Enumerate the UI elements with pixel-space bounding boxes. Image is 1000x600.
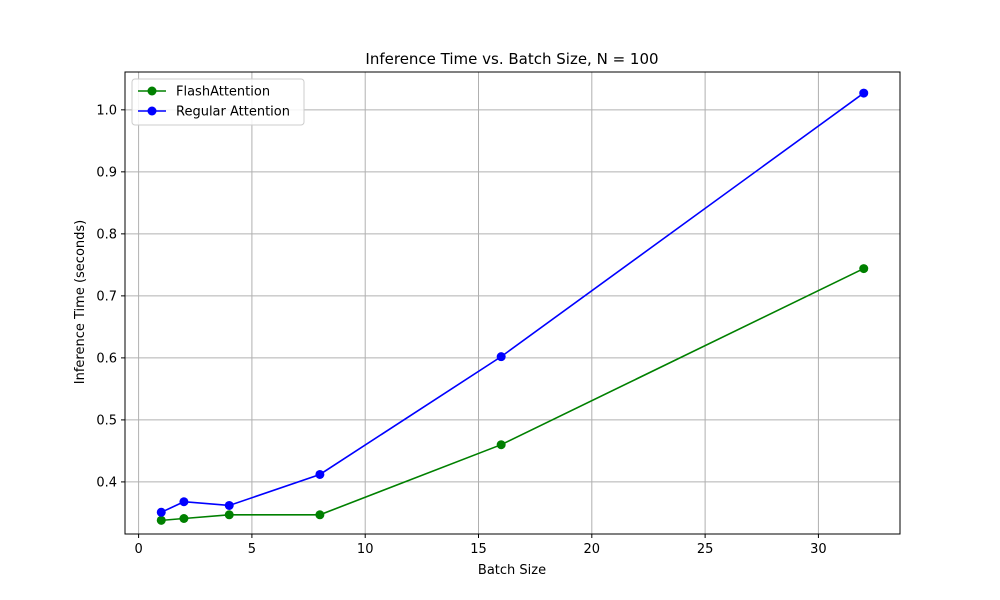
data-point: [315, 469, 325, 479]
series-layer: [156, 88, 869, 525]
legend: FlashAttention Regular Attention: [131, 78, 305, 126]
legend-label: Regular Attention: [176, 105, 290, 120]
x-tick-label: 15: [470, 542, 487, 557]
y-axis-label: Inference Time (seconds): [73, 220, 88, 384]
y-tick-label: 0.7: [96, 289, 117, 304]
data-point: [859, 88, 869, 98]
x-tick-label: 30: [810, 542, 827, 557]
y-tick-label: 0.9: [96, 165, 117, 180]
data-point: [156, 515, 166, 525]
data-point: [224, 500, 234, 510]
y-tick-label: 0.5: [96, 413, 117, 428]
plot-area-frame: [124, 71, 901, 535]
data-point: [224, 510, 234, 520]
axis-ticks: 0 5 10 15 20 25 30 0.4 0.5 0.6 0.7 0.8 0.9 1.0: [96, 103, 826, 557]
x-tick-label: 25: [697, 542, 714, 557]
data-point: [156, 507, 166, 517]
legend-label: FlashAttention: [176, 85, 270, 100]
x-tick-label: 0: [134, 542, 142, 557]
data-point: [315, 510, 325, 520]
series-line-0: [161, 267, 865, 522]
legend-box: [131, 78, 305, 126]
data-point: [859, 264, 869, 274]
y-tick-label: 0.6: [96, 351, 117, 366]
x-axis-label: Batch Size: [478, 563, 546, 578]
chart-title: Inference Time vs. Batch Size, N = 100: [365, 50, 658, 68]
x-tick-label: 20: [584, 542, 601, 557]
series-line-1: [160, 92, 865, 514]
y-tick-label: 0.8: [96, 227, 117, 242]
x-tick-label: 10: [357, 542, 374, 557]
legend-marker: [147, 86, 157, 96]
data-point: [179, 513, 189, 523]
x-tick-label: 5: [248, 542, 256, 557]
grid-lines: [125, 72, 900, 534]
y-tick-label: 0.4: [96, 475, 117, 490]
data-point: [496, 352, 506, 362]
data-point: [496, 440, 506, 450]
legend-marker: [147, 106, 157, 116]
data-point: [179, 497, 189, 507]
y-tick-label: 1.0: [96, 103, 117, 118]
